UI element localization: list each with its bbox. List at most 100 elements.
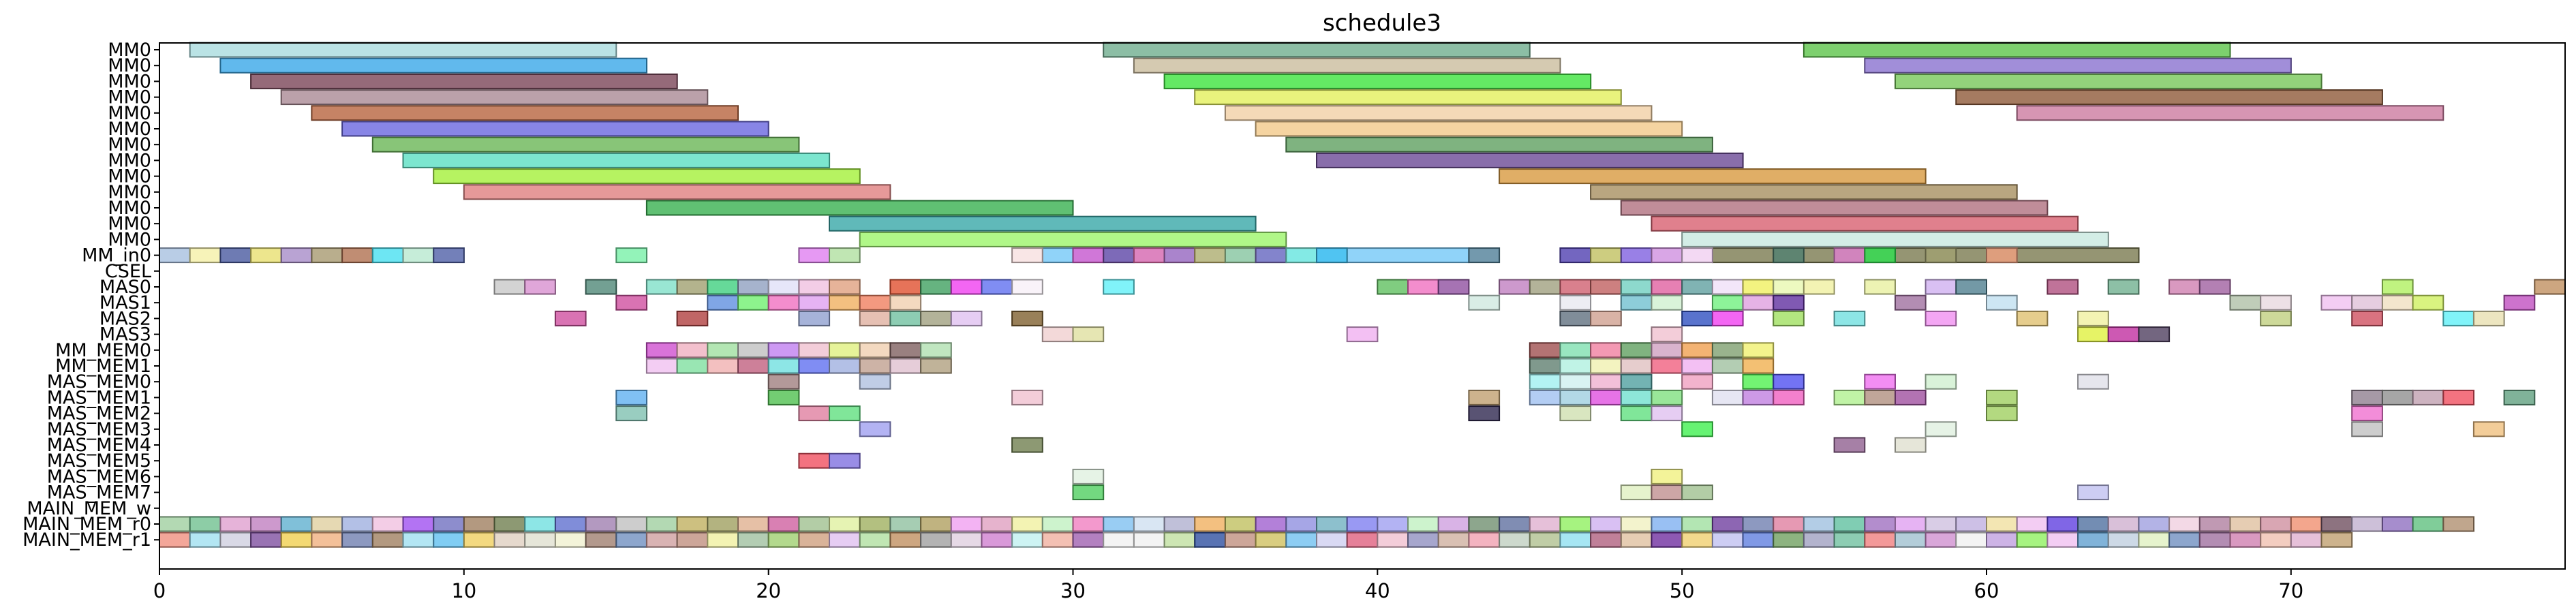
gantt-bar bbox=[1711, 516, 1744, 532]
y-tick-label: MM0 bbox=[108, 40, 151, 61]
gantt-bar bbox=[1620, 294, 1653, 311]
gantt-bar bbox=[1742, 342, 1775, 358]
gantt-bar bbox=[1072, 516, 1105, 532]
gantt-bar bbox=[2381, 516, 2414, 532]
y-tick-label: MM0 bbox=[108, 119, 151, 140]
gantt-bar bbox=[1590, 373, 1622, 390]
gantt-bar bbox=[1133, 532, 1165, 548]
gantt-bar bbox=[1133, 247, 1165, 264]
gantt-bar bbox=[2381, 279, 2414, 295]
y-tick-label: MAS_MEM5 bbox=[47, 450, 151, 472]
y-tick-label: MAS_MEM6 bbox=[47, 466, 151, 487]
gantt-bar bbox=[2442, 516, 2475, 532]
gantt-bar bbox=[737, 532, 769, 548]
gantt-bar bbox=[524, 532, 556, 548]
y-tick-label: MAS0 bbox=[99, 277, 151, 298]
gantt-bar bbox=[1651, 389, 1683, 405]
gantt-bar bbox=[2351, 405, 2383, 422]
gantt-bar bbox=[1529, 516, 1561, 532]
gantt-bar bbox=[2351, 389, 2383, 405]
gantt-bar bbox=[1681, 532, 1713, 548]
gantt-bar bbox=[1529, 342, 1561, 358]
gantt-bar bbox=[189, 516, 221, 532]
gantt-bar bbox=[676, 310, 709, 326]
gantt-bar bbox=[798, 516, 831, 532]
gantt-bar bbox=[1651, 247, 1683, 264]
gantt-bar bbox=[767, 342, 800, 358]
gantt-bar bbox=[219, 57, 647, 74]
gantt-bar bbox=[159, 532, 191, 548]
gantt-bar bbox=[1986, 405, 2018, 422]
gantt-bar bbox=[433, 516, 465, 532]
gantt-bar bbox=[1590, 184, 2018, 200]
gantt-bar bbox=[1620, 389, 1653, 405]
gantt-bar bbox=[463, 532, 495, 548]
gantt-bar bbox=[1773, 279, 1805, 295]
gantt-bar bbox=[1255, 532, 1287, 548]
gantt-bar bbox=[1072, 326, 1105, 343]
gantt-bar bbox=[159, 516, 191, 532]
gantt-bar bbox=[767, 516, 800, 532]
gantt-bar bbox=[554, 532, 587, 548]
gantt-bar bbox=[1194, 89, 1622, 106]
x-axis: 0 10 20 30 40 50 60 70 bbox=[153, 569, 2303, 602]
gantt-bar bbox=[2168, 516, 2201, 532]
gantt-bar bbox=[829, 405, 861, 422]
gantt-bar bbox=[341, 516, 373, 532]
gantt-bar bbox=[1681, 342, 1713, 358]
gantt-bar bbox=[463, 516, 495, 532]
gantt-bar bbox=[889, 516, 922, 532]
gantt-bar bbox=[2016, 310, 2049, 326]
gantt-bar bbox=[1224, 247, 1257, 264]
gantt-bar bbox=[2260, 310, 2292, 326]
gantt-bar bbox=[280, 532, 313, 548]
gantt-bar bbox=[737, 279, 769, 295]
gantt-bar bbox=[1803, 279, 1835, 295]
gantt-bar bbox=[707, 342, 739, 358]
gantt-bar bbox=[889, 294, 922, 311]
gantt-bar bbox=[2198, 279, 2231, 295]
gantt-bar bbox=[1590, 532, 1622, 548]
gantt-bar bbox=[341, 247, 373, 264]
gantt-bar bbox=[2107, 516, 2140, 532]
gantt-bar bbox=[1285, 516, 1318, 532]
gantt-bar bbox=[615, 247, 647, 264]
gantt-bar bbox=[2138, 532, 2171, 548]
gantt-bar bbox=[1316, 516, 1348, 532]
gantt-bar bbox=[1681, 516, 1713, 532]
gantt-bar bbox=[829, 279, 861, 295]
gantt-bar bbox=[1285, 532, 1318, 548]
gantt-bar bbox=[798, 532, 831, 548]
gantt-bar bbox=[1895, 532, 1927, 548]
y-tick-label: MAS_MEM0 bbox=[47, 371, 151, 392]
gantt-bar bbox=[311, 247, 343, 264]
gantt-bar bbox=[1437, 279, 1470, 295]
gantt-bar bbox=[402, 152, 831, 168]
gantt-bar bbox=[250, 532, 282, 548]
gantt-bar bbox=[341, 532, 373, 548]
y-tick-label: MM0 bbox=[108, 213, 151, 234]
gantt-bar bbox=[615, 294, 647, 311]
gantt-bar bbox=[1377, 279, 1409, 295]
y-tick-label: MM0 bbox=[108, 166, 151, 187]
gantt-bar bbox=[1103, 532, 1135, 548]
gantt-bar bbox=[707, 294, 739, 311]
gantt-bar bbox=[493, 516, 526, 532]
gantt-bar bbox=[889, 279, 922, 295]
gantt-bar bbox=[554, 516, 587, 532]
gantt-bar bbox=[1651, 342, 1683, 358]
gantt-bar bbox=[2107, 532, 2140, 548]
gantt-bar bbox=[950, 279, 983, 295]
gantt-bar bbox=[1620, 342, 1653, 358]
gantt-bar bbox=[1468, 532, 1501, 548]
gantt-bar bbox=[1559, 405, 1592, 422]
gantt-bar bbox=[2077, 326, 2109, 343]
gantt-bar bbox=[1864, 516, 1897, 532]
gantt-bar bbox=[585, 279, 617, 295]
gantt-bar bbox=[859, 373, 891, 390]
gantt-bar bbox=[1895, 294, 1927, 311]
y-tick-label: MAS_MEM7 bbox=[47, 482, 151, 504]
gantt-bar bbox=[1529, 373, 1561, 390]
gantt-bar bbox=[1833, 310, 1866, 326]
